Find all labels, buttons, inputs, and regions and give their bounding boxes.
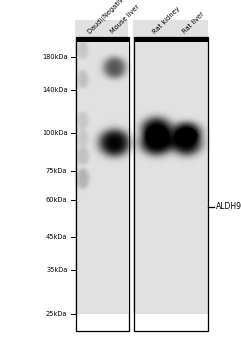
Bar — [76, 37, 129, 42]
Text: Mouse liver: Mouse liver — [110, 4, 141, 35]
Bar — [134, 37, 208, 42]
Text: 140kDa: 140kDa — [42, 86, 67, 93]
Text: 60kDa: 60kDa — [46, 197, 67, 203]
Bar — [76, 37, 129, 331]
Text: 100kDa: 100kDa — [42, 131, 67, 137]
Text: 25kDa: 25kDa — [46, 311, 67, 317]
Text: Rat liver: Rat liver — [182, 11, 206, 35]
Text: Daudi(Negative control): Daudi(Negative control) — [86, 0, 147, 35]
Text: 45kDa: 45kDa — [46, 234, 67, 240]
Text: 35kDa: 35kDa — [46, 267, 67, 273]
Text: Rat kidney: Rat kidney — [152, 6, 181, 35]
Text: ALDH9A1: ALDH9A1 — [216, 202, 241, 211]
Bar — [134, 37, 208, 331]
Text: 75kDa: 75kDa — [46, 168, 67, 174]
Text: 180kDa: 180kDa — [42, 54, 67, 60]
